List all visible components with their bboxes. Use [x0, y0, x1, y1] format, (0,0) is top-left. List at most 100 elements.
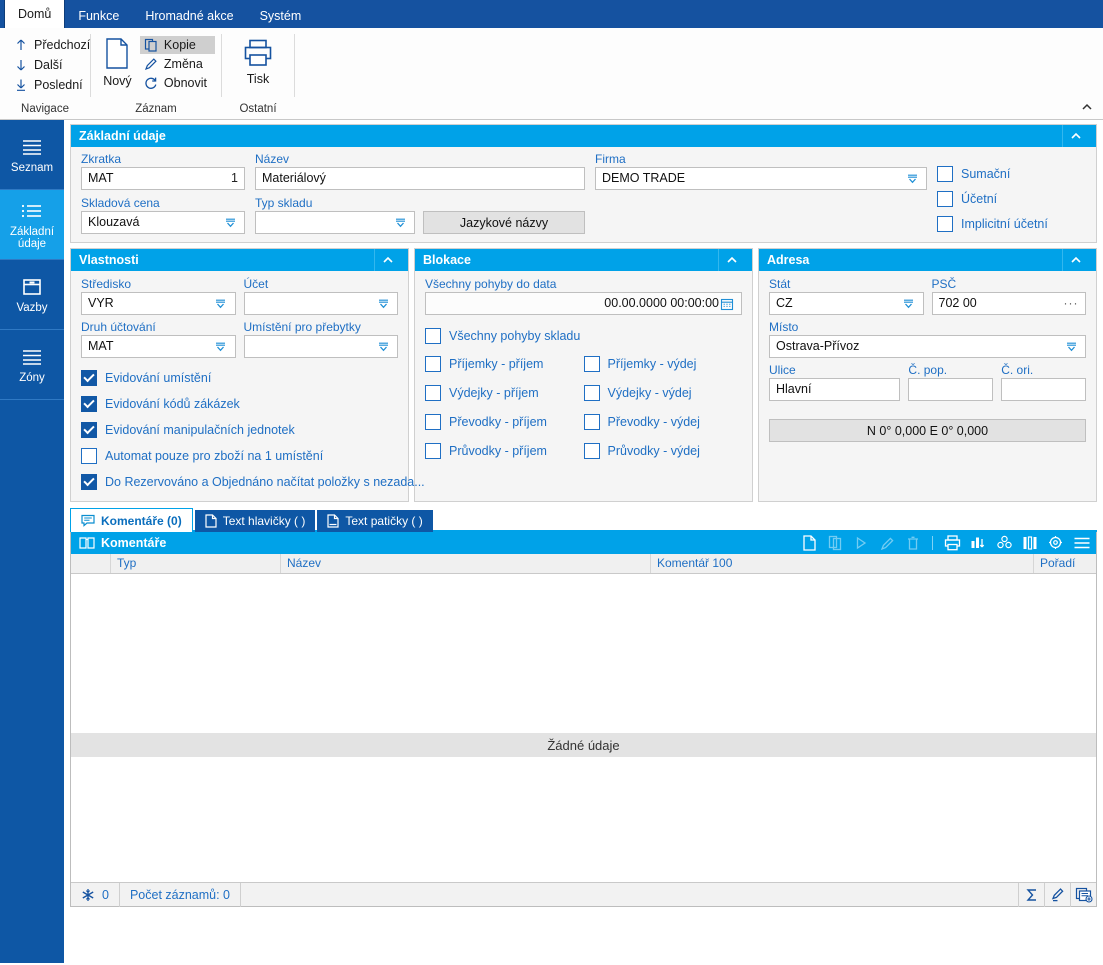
checkbox-evidovani-umisteni-box[interactable]	[81, 370, 97, 386]
tisk-button[interactable]: Tisk	[228, 33, 288, 86]
checkbox-automat-pouze-pro-zbozi-box[interactable]	[81, 448, 97, 464]
chevron-up-icon[interactable]	[1062, 125, 1088, 147]
dropdown-chevron-icon-misto[interactable]	[1063, 340, 1079, 353]
column-header-nazev[interactable]: Název	[281, 554, 651, 573]
sidebar-item-vazby[interactable]: Vazby	[0, 260, 64, 330]
ribbon-tab-domu[interactable]: Domů	[4, 0, 66, 28]
checkbox-prevodky-vydej[interactable]: Převodky - výdej	[583, 414, 743, 430]
checkbox-evidovani-kodu-zakazek-box[interactable]	[81, 396, 97, 412]
dropdown-chevron-icon-umisteni[interactable]	[375, 340, 391, 353]
druh-uctovani-select[interactable]: MAT	[81, 335, 236, 358]
checkbox-do-rezervovano-box[interactable]	[81, 474, 97, 490]
columns-icon[interactable]	[1020, 533, 1040, 553]
sidebar-item-zony[interactable]: Zóny	[0, 330, 64, 400]
column-header-typ[interactable]: Typ	[111, 554, 281, 573]
checkbox-evidovani-umisteni[interactable]: Evidování umístění	[81, 370, 398, 386]
tab-text-paticky[interactable]: Text patičky ( )	[317, 510, 433, 532]
settings-gear-icon[interactable]	[1046, 533, 1066, 553]
checkbox-pruvodky-vydej-box[interactable]	[583, 443, 600, 459]
zmena-button[interactable]: Změna	[140, 55, 215, 73]
stredisko-select[interactable]: VYR	[81, 292, 236, 315]
tab-text-hlavicky[interactable]: Text hlavičky ( )	[194, 510, 316, 532]
stat-select[interactable]: CZ	[769, 292, 924, 315]
predchozi-button[interactable]: Předchozí	[12, 36, 96, 54]
checkbox-prijemky-vydej[interactable]: Příjemky - výdej	[583, 356, 743, 372]
column-header-poradi[interactable]: Pořadí	[1040, 556, 1076, 570]
dropdown-chevron-icon-2[interactable]	[392, 216, 408, 229]
c-pop-input[interactable]	[908, 378, 994, 401]
menu-hamburger-icon[interactable]	[1072, 533, 1092, 553]
ellipsis-icon[interactable]: ···	[1063, 296, 1079, 310]
misto-select[interactable]: Ostrava-Přívoz	[769, 335, 1086, 358]
ribbon-tab-hromadne-akce[interactable]: Hromadné akce	[145, 9, 234, 23]
ucet-select[interactable]	[243, 292, 398, 315]
obnovit-button[interactable]: Obnovit	[140, 74, 215, 92]
checkbox-evidovani-kodu-zakazek[interactable]: Evidování kódů zákázek	[81, 396, 398, 412]
novy-button[interactable]: Nový	[97, 33, 138, 88]
edit-pencil-icon-status[interactable]	[1044, 882, 1070, 907]
checkbox-prijemky-vydej-box[interactable]	[583, 356, 600, 372]
ribbon-collapse-button[interactable]	[1079, 99, 1095, 115]
checkbox-prevodky-prijem[interactable]: Převodky - příjem	[425, 414, 584, 430]
checkbox-automat-pouze-pro-zbozi[interactable]: Automat pouze pro zboží na 1 umístění	[81, 448, 398, 464]
pivot-icon[interactable]	[994, 533, 1014, 553]
checkbox-sumacni-box[interactable]	[937, 166, 953, 182]
chevron-up-icon-blokace[interactable]	[718, 249, 744, 271]
checkbox-sumacni[interactable]: Sumační	[937, 166, 1086, 182]
checkbox-implicitni-ucetni-box[interactable]	[937, 216, 953, 232]
checkbox-implicitni-ucetni[interactable]: Implicitní účetní	[937, 216, 1086, 232]
ribbon-tab-system[interactable]: Systém	[259, 9, 302, 23]
sum-sigma-icon[interactable]	[1018, 882, 1044, 907]
vsechny-pohyby-do-data-input[interactable]: 00.00.0000 00:00:00	[425, 292, 742, 315]
ribbon-tab-funkce[interactable]: Funkce	[78, 9, 120, 23]
checkbox-evidovani-manipulacnich-jednotek[interactable]: Evidování manipulačních jednotek	[81, 422, 398, 438]
dalsi-button[interactable]: Další	[12, 56, 96, 74]
checkbox-pruvodky-prijem-box[interactable]	[425, 443, 441, 459]
checkbox-vsechny-pohyby-skladu[interactable]: Všechny pohyby skladu	[425, 328, 742, 344]
firma-select[interactable]: DEMO TRADE	[595, 167, 927, 190]
dropdown-chevron-icon-stredisko[interactable]	[213, 297, 229, 310]
dropdown-chevron-icon[interactable]	[222, 216, 238, 229]
jazykove-nazvy-button[interactable]: Jazykové názvy	[423, 211, 585, 234]
chevron-up-icon-adresa[interactable]	[1062, 249, 1088, 271]
column-header-blank[interactable]	[71, 554, 111, 573]
checkbox-prevodky-prijem-box[interactable]	[425, 414, 441, 430]
checkbox-vsechny-pohyby-skladu-box[interactable]	[425, 328, 441, 344]
checkbox-prevodky-vydej-box[interactable]	[583, 414, 600, 430]
checkbox-pruvodky-prijem[interactable]: Průvodky - příjem	[425, 443, 584, 459]
print-icon[interactable]	[942, 533, 962, 553]
checkbox-vydejky-prijem-box[interactable]	[425, 385, 441, 401]
sidebar-item-seznam[interactable]: Seznam	[0, 120, 64, 190]
c-ori-input[interactable]	[1001, 378, 1086, 401]
checkbox-evidovani-manipulacnich-jednotek-box[interactable]	[81, 422, 97, 438]
checkbox-vydejky-prijem[interactable]: Výdejky - příjem	[425, 385, 584, 401]
dropdown-chevron-icon-ucet[interactable]	[375, 297, 391, 310]
ulice-input[interactable]: Hlavní	[769, 378, 901, 401]
kopie-button[interactable]: Kopie	[139, 36, 215, 54]
calendar-icon[interactable]	[719, 297, 735, 311]
chevron-up-icon-vlastnosti[interactable]	[374, 249, 400, 271]
checkbox-pruvodky-vydej[interactable]: Průvodky - výdej	[583, 443, 743, 459]
chart-bar-icon[interactable]	[968, 533, 988, 553]
skladova-cena-select[interactable]: Klouzavá	[81, 211, 245, 234]
checkbox-vydejky-vydej[interactable]: Výdejky - výdej	[583, 385, 743, 401]
posledni-button[interactable]: Poslední	[12, 76, 96, 94]
grid-body[interactable]: Žádné údaje	[71, 574, 1096, 882]
dropdown-chevron-icon-druh[interactable]	[213, 340, 229, 353]
checkbox-ucetni-box[interactable]	[937, 191, 953, 207]
psc-input[interactable]: 702 00 ···	[931, 292, 1086, 315]
nazev-input[interactable]: Materiálový	[255, 167, 585, 190]
filter-status[interactable]: 0	[71, 882, 120, 907]
checkbox-prijemky-prijem[interactable]: Příjemky - příjem	[425, 356, 584, 372]
new-record-icon[interactable]	[799, 533, 819, 553]
column-header-komentar-100[interactable]: Komentář 100	[651, 554, 1034, 573]
gps-coordinates-button[interactable]: N 0° 0,000 E 0° 0,000	[769, 419, 1086, 442]
tab-komentare[interactable]: Komentáře (0)	[70, 508, 193, 532]
typ-skladu-select[interactable]	[255, 211, 415, 234]
zkratka-input[interactable]: MAT 1	[81, 167, 245, 190]
add-view-icon[interactable]	[1070, 882, 1096, 907]
umisteni-prebytky-select[interactable]	[243, 335, 398, 358]
checkbox-do-rezervovano[interactable]: Do Rezervováno a Objednáno načítat polož…	[81, 474, 425, 490]
dropdown-chevron-icon-stat[interactable]	[901, 297, 917, 310]
sidebar-item-zakladni-udaje[interactable]: Základní údaje	[0, 190, 64, 260]
